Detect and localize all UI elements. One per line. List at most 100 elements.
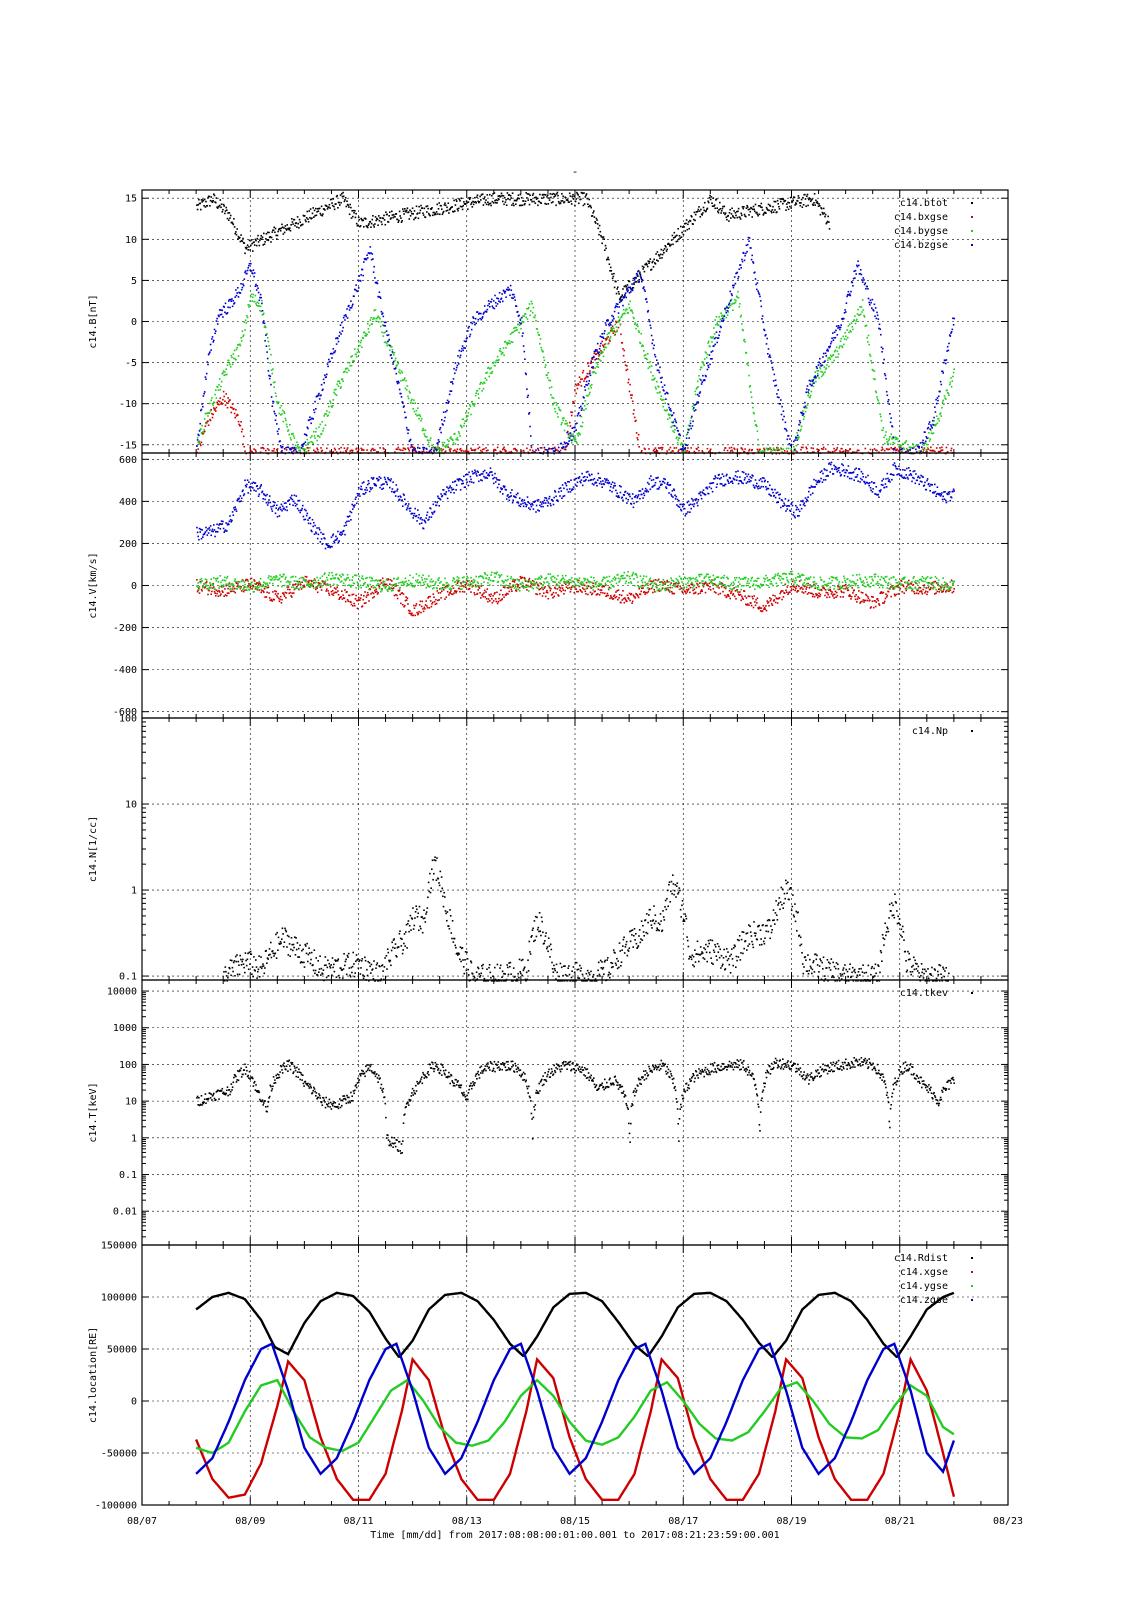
data-point <box>611 327 614 329</box>
data-point <box>871 362 873 364</box>
data-point <box>316 211 318 213</box>
data-point <box>828 451 830 453</box>
data-point <box>358 351 361 353</box>
data-point <box>806 407 808 409</box>
data-point <box>573 195 576 197</box>
data-point <box>441 208 443 210</box>
data-point <box>646 481 649 484</box>
data-point <box>509 495 511 498</box>
data-point <box>805 205 807 207</box>
data-point <box>235 231 237 233</box>
data-point <box>355 356 358 358</box>
data-point <box>785 447 788 450</box>
data-point <box>837 353 840 355</box>
data-point <box>840 337 842 340</box>
data-point <box>596 223 599 225</box>
data-point <box>335 535 337 538</box>
data-point <box>555 204 557 207</box>
data-point <box>583 380 585 382</box>
data-point <box>512 331 514 334</box>
data-point <box>878 327 880 330</box>
data-point <box>381 324 384 326</box>
data-point <box>310 529 312 532</box>
data-point <box>792 199 794 201</box>
data-point <box>784 199 787 202</box>
data-point <box>405 416 407 419</box>
data-point <box>627 312 629 314</box>
data-point <box>559 202 562 204</box>
data-point <box>220 313 223 316</box>
data-point <box>526 197 528 199</box>
data-point <box>866 285 868 288</box>
data-point <box>274 231 276 234</box>
data-point <box>351 305 353 307</box>
data-point <box>199 202 201 205</box>
data-point <box>295 450 298 453</box>
data-point <box>757 214 759 217</box>
data-point <box>224 530 226 532</box>
data-point <box>602 355 605 358</box>
data-point <box>563 429 566 432</box>
data-point <box>448 400 450 403</box>
data-point <box>776 448 778 451</box>
data-point <box>431 207 433 209</box>
data-point <box>378 219 381 222</box>
data-point <box>581 378 583 380</box>
data-point <box>396 381 398 383</box>
data-point <box>226 402 228 404</box>
data-point <box>865 288 867 290</box>
data-point <box>568 488 571 490</box>
data-point <box>509 294 511 297</box>
data-point <box>207 528 209 530</box>
data-point <box>369 319 372 321</box>
data-point <box>564 423 566 425</box>
data-point <box>833 359 835 362</box>
data-point <box>300 509 303 512</box>
data-point <box>327 365 329 368</box>
data-point <box>465 449 468 452</box>
data-point <box>677 430 679 432</box>
data-point <box>708 486 711 488</box>
data-point <box>548 447 550 450</box>
data-point <box>240 340 243 342</box>
data-point <box>543 193 546 196</box>
data-point <box>524 313 527 315</box>
data-point <box>789 444 792 447</box>
data-point <box>704 201 706 204</box>
data-point <box>586 403 589 406</box>
data-point <box>926 437 928 440</box>
data-point <box>630 503 633 505</box>
data-point <box>401 220 403 222</box>
data-point <box>558 451 561 453</box>
data-point <box>869 353 871 356</box>
data-point <box>522 449 525 452</box>
data-point <box>514 299 516 301</box>
data-point <box>709 358 712 360</box>
data-point <box>242 335 244 338</box>
data-point <box>455 489 457 491</box>
data-point <box>584 400 587 402</box>
data-point <box>331 352 334 355</box>
data-point <box>510 197 513 199</box>
data-point <box>693 218 695 221</box>
data-point <box>849 448 852 450</box>
data-point <box>262 313 264 316</box>
data-point <box>215 410 217 412</box>
data-point <box>211 528 214 531</box>
data-point <box>555 495 557 498</box>
data-point <box>757 205 760 207</box>
data-point <box>332 533 335 536</box>
data-point <box>305 434 308 437</box>
data-point <box>780 506 782 509</box>
data-point <box>918 447 920 449</box>
data-point <box>727 311 729 313</box>
data-point <box>531 194 534 196</box>
data-point <box>649 258 652 260</box>
data-point <box>668 243 670 245</box>
data-point <box>615 326 618 328</box>
data-point <box>405 211 407 213</box>
data-point <box>197 448 199 450</box>
data-point <box>694 499 697 502</box>
data-point <box>591 366 593 369</box>
data-point <box>246 269 249 272</box>
